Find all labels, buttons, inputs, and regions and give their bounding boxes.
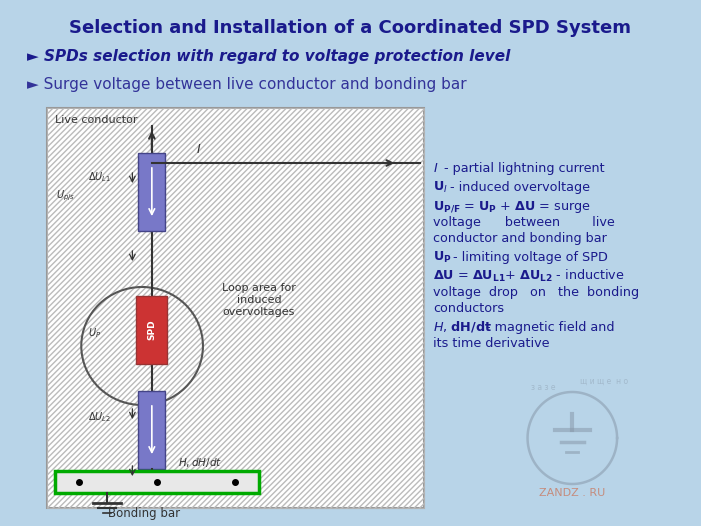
Text: Live conductor: Live conductor: [55, 115, 137, 125]
Text: - magnetic field and: - magnetic field and: [486, 321, 614, 334]
Text: $\Delta U_{L2}$: $\Delta U_{L2}$: [88, 410, 111, 424]
Text: conductors: conductors: [433, 302, 504, 315]
Text: $\mathit{H}$, $\mathbf{dH/dt}$: $\mathit{H}$, $\mathbf{dH/dt}$: [433, 319, 492, 335]
Text: - limiting voltage of SPD: - limiting voltage of SPD: [453, 251, 608, 264]
Text: $I$: $I$: [196, 143, 201, 156]
Text: $U_P$: $U_P$: [88, 326, 101, 340]
Text: $\mathbf{\Delta U}$ = $\mathbf{\Delta U_{L1}}$+ $\mathbf{\Delta U_{L2}}$ - induc: $\mathbf{\Delta U}$ = $\mathbf{\Delta U_…: [433, 268, 625, 284]
Bar: [47, 108, 424, 508]
Text: $\mathbf{U_{\it{I}}}$: $\mathbf{U_{\it{I}}}$: [433, 180, 448, 195]
Bar: [47, 108, 424, 508]
Text: ► SPDs selection with regard to voltage protection level: ► SPDs selection with regard to voltage …: [27, 49, 510, 65]
Text: SPD: SPD: [147, 320, 156, 340]
Text: щ и щ е  н о: щ и щ е н о: [580, 377, 628, 386]
Text: conductor and bonding bar: conductor and bonding bar: [433, 232, 607, 245]
Text: Selection and Installation of a Coordinated SPD System: Selection and Installation of a Coordina…: [69, 19, 632, 37]
Text: voltage  drop   on   the  bonding: voltage drop on the bonding: [433, 286, 639, 299]
Text: $\Delta U_{L1}$: $\Delta U_{L1}$: [88, 170, 111, 184]
Text: $\mathbf{U_P}$: $\mathbf{U_P}$: [433, 250, 452, 265]
Text: voltage      between        live: voltage between live: [433, 216, 615, 229]
Text: ► Surge voltage between live conductor and bonding bar: ► Surge voltage between live conductor a…: [27, 77, 467, 93]
Text: $U_{p/s}$: $U_{p/s}$: [57, 188, 76, 203]
Text: з а з е: з а з е: [531, 383, 556, 392]
Bar: [138, 153, 165, 231]
Text: Bonding bar: Bonding bar: [108, 507, 180, 520]
Text: $H, dH/dt$: $H, dH/dt$: [178, 456, 222, 469]
Text: its time derivative: its time derivative: [433, 337, 550, 350]
Text: $\it{I}$: $\it{I}$: [433, 162, 439, 175]
Text: $\mathbf{U_{P/F}}$ = $\mathbf{U_P}$ + $\mathbf{\Delta U}$ = surge: $\mathbf{U_{P/F}}$ = $\mathbf{U_P}$ + $\…: [433, 199, 591, 215]
Text: - partial lightning current: - partial lightning current: [444, 162, 604, 175]
Bar: [55, 471, 259, 493]
Bar: [136, 296, 168, 364]
Bar: [138, 391, 165, 469]
Text: ZANDZ . RU: ZANDZ . RU: [539, 488, 606, 498]
Text: Loop area for
induced
overvoltages: Loop area for induced overvoltages: [222, 284, 296, 317]
Text: - induced overvoltage: - induced overvoltage: [449, 181, 590, 194]
